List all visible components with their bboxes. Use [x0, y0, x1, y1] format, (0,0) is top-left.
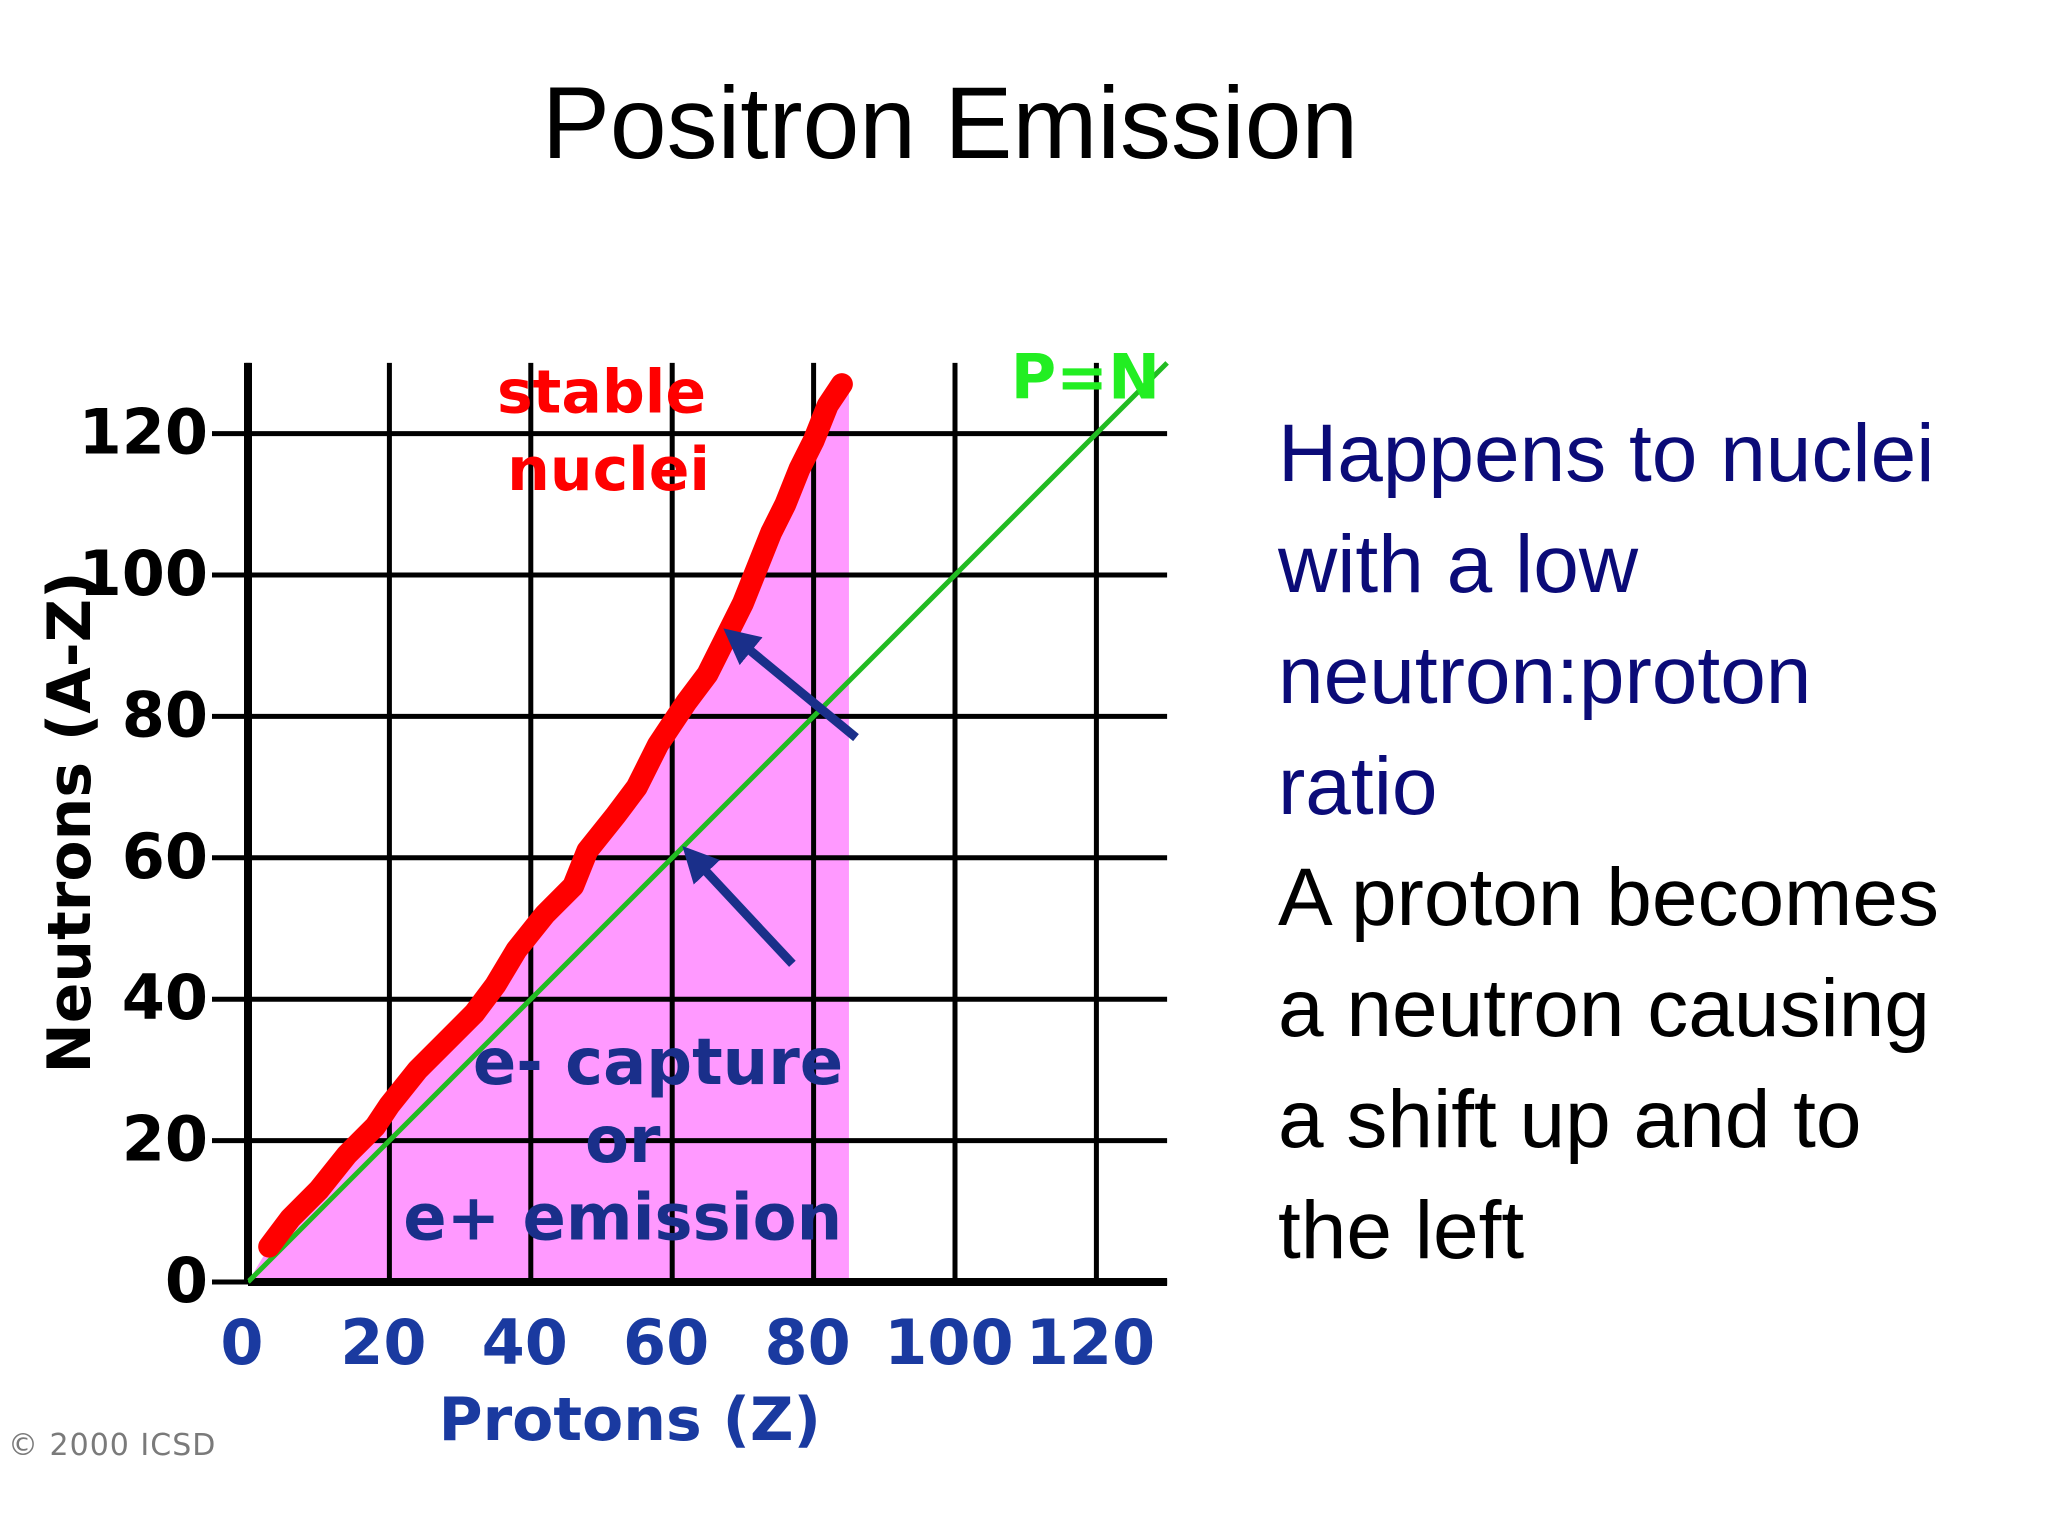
y-tick-label: 100: [79, 537, 208, 610]
stable-nucleus-point: [776, 495, 795, 514]
stable-nucleus-point: [436, 1032, 455, 1051]
stable-nucleus-point: [578, 841, 597, 860]
stable-nucleus-point: [804, 431, 823, 450]
stable-nuclei-band: [258, 373, 853, 1258]
stable-nucleus-point: [748, 558, 767, 577]
y-axis-title: Neutrons (A-Z): [35, 571, 105, 1073]
x-tick-label: 80: [764, 1306, 850, 1379]
region-label: e+ emission: [403, 1182, 842, 1256]
stable-nucleus-point: [486, 976, 505, 995]
stable-nucleus-point: [719, 622, 738, 641]
pn-label: P=N: [1011, 340, 1160, 413]
x-tick-label: 60: [623, 1306, 709, 1379]
region-label: or: [585, 1104, 661, 1178]
stable-nucleus-point: [408, 1060, 427, 1079]
x-tick-label: 40: [482, 1306, 568, 1379]
side-text-line: neutron:proton: [1278, 630, 1812, 721]
stable-nucleus-point: [762, 523, 781, 542]
side-text-line: ratio: [1278, 741, 1438, 832]
stable-nucleus-point: [260, 1237, 279, 1256]
stable-nucleus-point: [465, 1004, 484, 1023]
y-tick-label: 20: [122, 1103, 208, 1176]
stable-nucleus-point: [606, 806, 625, 825]
shaded-region: [248, 377, 849, 1282]
stable-nucleus-point: [564, 877, 583, 896]
stable-nucleus-point: [733, 594, 752, 613]
side-text-line: a shift up and to: [1278, 1074, 1862, 1165]
shift-arrow: [682, 845, 796, 967]
slide-title: Positron Emission: [541, 66, 1359, 180]
pn-line: [246, 361, 1169, 1284]
side-text-line: the left: [1278, 1185, 1525, 1276]
stable-nuclei-label: stable: [497, 357, 706, 427]
y-tick-label: 0: [165, 1244, 208, 1317]
side-text-line: Happens to nuclei: [1278, 408, 1935, 499]
side-text-line: a neutron causing: [1278, 963, 1930, 1054]
stable-nucleus-point: [818, 396, 837, 415]
side-text-line: with a low: [1278, 519, 1639, 610]
stable-nucleus-point: [790, 459, 809, 478]
stable-nucleus-point: [677, 693, 696, 712]
copyright-notice: © 2000 ICSD: [8, 1428, 217, 1463]
stable-nucleus-point: [832, 375, 851, 394]
stable-nucleus-point: [281, 1209, 300, 1228]
region-label: e- capture: [473, 1026, 843, 1100]
y-tick-label: 60: [122, 820, 208, 893]
x-tick-label: 20: [340, 1306, 426, 1379]
stable-nucleus-point: [337, 1145, 356, 1164]
stable-nucleus-point: [698, 664, 717, 683]
side-text-line: A proton becomes: [1278, 852, 1939, 943]
x-tick-label: 120: [1026, 1306, 1155, 1379]
stable-nucleus-point: [535, 905, 554, 924]
stable-nuclei-label: nuclei: [507, 435, 710, 505]
stable-nucleus-point: [366, 1117, 385, 1136]
y-tick-label: 80: [122, 678, 208, 751]
shift-arrow: [723, 628, 859, 742]
stable-nucleus-point: [380, 1096, 399, 1115]
side-text: Happens to nuclei with a low neutron:pro…: [1278, 398, 2038, 1286]
x-tick-label: 0: [220, 1306, 263, 1379]
y-tick-label: 120: [79, 396, 208, 469]
stable-nucleus-point: [507, 940, 526, 959]
stable-nucleus-point: [627, 778, 646, 797]
stable-nucleus-point: [309, 1181, 328, 1200]
x-axis-title: Protons (Z): [439, 1385, 821, 1455]
y-tick-label: 40: [122, 961, 208, 1034]
stable-nucleus-point: [649, 735, 668, 754]
x-tick-label: 100: [884, 1306, 1013, 1379]
